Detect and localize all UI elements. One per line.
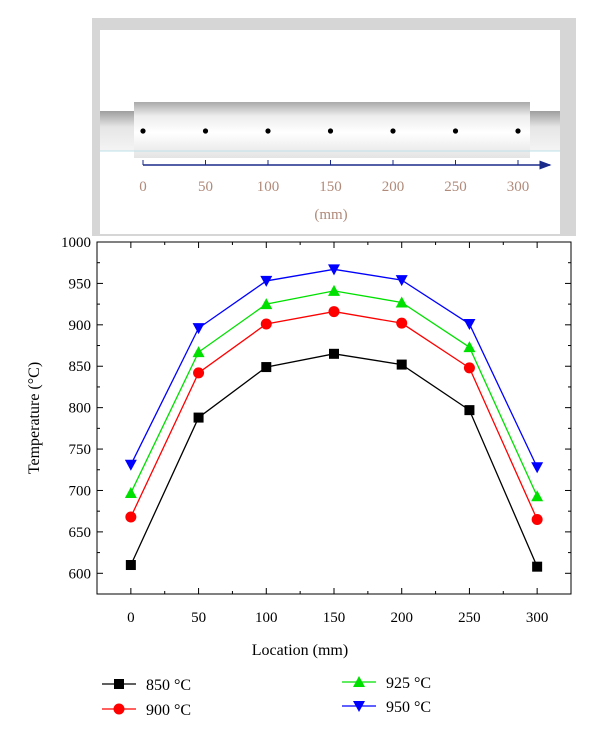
data-point <box>328 306 340 318</box>
x-axis: 0 50 100 150 200 250 300 <box>96 242 572 626</box>
scale-ticks: 0 50 100 150 200 250 300 <box>139 160 529 195</box>
data-point <box>396 359 407 370</box>
series-line <box>130 353 538 567</box>
data-point <box>124 486 137 498</box>
series-line <box>130 290 538 497</box>
legend-item: 900 °C <box>102 702 191 719</box>
data-point <box>192 346 205 358</box>
y-tick-label: 600 <box>69 566 92 582</box>
legend: 850 °C 900 °C 925 °C 950 °C <box>102 675 431 719</box>
series-925-C <box>124 284 544 502</box>
data-point <box>124 459 137 471</box>
data-point <box>531 513 543 525</box>
scale-tick-label: 200 <box>382 179 405 195</box>
measurement-point <box>327 128 334 134</box>
legend-item: 925 °C <box>342 675 431 692</box>
y-axis: 600 650 700 750 800 850 900 950 1000 <box>61 235 571 595</box>
data-point <box>395 275 408 287</box>
data-point <box>260 318 272 330</box>
x-tick-label: 300 <box>526 610 549 626</box>
data-point <box>463 341 476 353</box>
series-line <box>130 268 538 468</box>
legend-marker <box>113 703 125 715</box>
measurement-point <box>515 128 521 134</box>
series-900-C <box>125 306 543 525</box>
data-point <box>261 362 272 373</box>
data-point <box>463 362 475 374</box>
data-point <box>329 348 339 359</box>
y-tick-label: 650 <box>69 525 92 541</box>
y-tick-label: 1000 <box>61 235 91 251</box>
data-point <box>532 561 543 572</box>
scale-unit-label: (mm) <box>314 207 347 223</box>
legend-label: 925 °C <box>386 675 431 692</box>
measurement-point <box>202 128 209 134</box>
series-850-C <box>125 348 543 572</box>
data-point <box>531 462 544 474</box>
measurement-point <box>140 128 146 134</box>
legend-item: 950 °C <box>342 699 431 716</box>
data-point <box>396 317 408 329</box>
series-950-C <box>124 264 544 474</box>
data-point <box>531 490 544 502</box>
x-tick-label: 250 <box>458 610 481 626</box>
x-axis-label: Location (mm) <box>252 642 348 659</box>
scale-tick-label: 150 <box>319 179 342 195</box>
y-tick-label: 950 <box>69 276 92 292</box>
legend-marker <box>353 676 365 687</box>
data-point <box>193 412 204 423</box>
x-tick-label: 200 <box>390 610 413 626</box>
y-tick-label: 750 <box>69 442 92 458</box>
data-point <box>464 405 475 416</box>
data-point <box>125 560 136 571</box>
data-point <box>193 367 205 379</box>
measurement-point <box>265 128 271 134</box>
scale-tick-label: 250 <box>444 179 467 195</box>
data-point <box>328 264 340 276</box>
data-point <box>328 284 340 296</box>
y-tick-label: 800 <box>69 401 92 417</box>
legend-label: 950 °C <box>386 699 431 716</box>
y-tick-label: 850 <box>69 359 92 375</box>
scale-tick-label: 100 <box>257 179 280 195</box>
data-point <box>463 318 476 330</box>
series-layer <box>124 264 544 572</box>
legend-item: 850 °C <box>102 677 191 694</box>
data-point <box>125 511 137 523</box>
legend-label: 900 °C <box>146 702 191 719</box>
scale-tick-label: 300 <box>507 179 530 195</box>
x-tick-label: 100 <box>255 610 278 626</box>
data-point <box>395 296 408 308</box>
rod-left-stub <box>100 111 136 151</box>
y-tick-label: 700 <box>69 483 92 499</box>
scale-tick-label: 0 <box>139 179 147 195</box>
y-axis-label: Temperature (°C) <box>26 362 43 474</box>
data-point <box>260 275 273 287</box>
rod-diagram: 0 50 100 150 200 250 300 (mm) <box>100 30 560 234</box>
legend-label: 850 °C <box>146 677 191 694</box>
measurement-point <box>390 128 396 134</box>
x-tick-label: 50 <box>191 610 206 626</box>
scale-tick-label: 50 <box>198 179 213 195</box>
data-point <box>260 298 273 310</box>
x-tick-label: 150 <box>323 610 346 626</box>
measurement-point <box>452 128 459 134</box>
x-tick-label: 0 <box>127 610 135 626</box>
data-point <box>192 323 205 335</box>
legend-marker <box>353 701 365 712</box>
line-chart: 600 650 700 750 800 850 900 950 1000 0 50 100 150 20… <box>26 235 572 659</box>
legend-marker <box>114 679 124 689</box>
measurement-points <box>140 128 521 134</box>
y-tick-label: 900 <box>69 318 92 334</box>
rod-right-stub <box>528 111 560 151</box>
